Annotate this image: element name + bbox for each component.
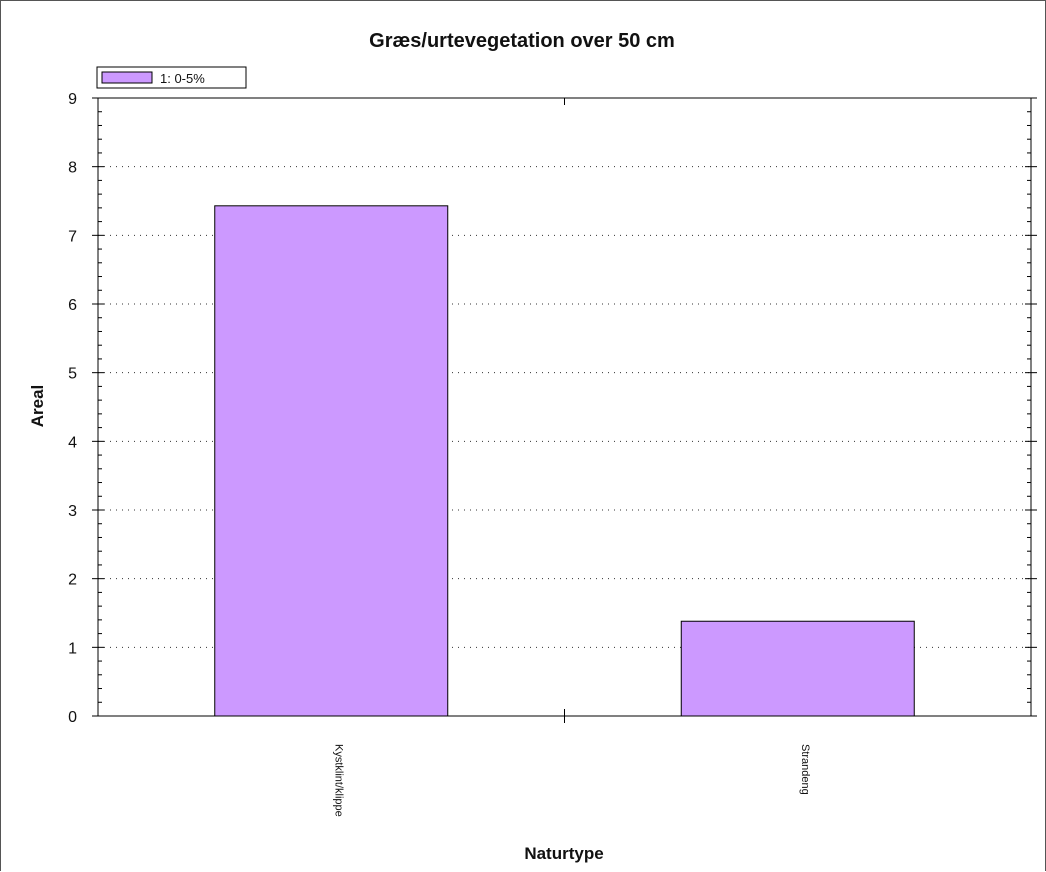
y-tick-label: 1	[68, 640, 77, 657]
axes	[92, 97, 1037, 723]
x-tick-labels: Kystklint/klippe Strandeng	[332, 744, 811, 817]
bars	[214, 205, 915, 717]
y-tick-label: 2	[68, 572, 77, 589]
y-tick-label: 7	[68, 228, 77, 245]
chart-title: Græs/urtevegetation over 50 cm	[369, 30, 675, 52]
bar	[214, 205, 449, 717]
legend-label: 1: 0-5%	[160, 71, 205, 86]
x-tick-label: Kystklint/klippe	[332, 744, 344, 817]
legend: 1: 0-5%	[96, 66, 247, 89]
y-tick-label: 9	[68, 91, 77, 108]
y-tick-label: 8	[68, 160, 77, 177]
y-axis-title: Areal	[28, 385, 47, 428]
legend-swatch	[101, 71, 153, 84]
x-tick-label: Strandeng	[799, 744, 811, 795]
y-tick-label: 4	[68, 434, 77, 451]
x-axis-title: Naturtype	[524, 844, 603, 863]
y-tick-label: 6	[68, 297, 77, 314]
y-tick-label: 5	[68, 366, 77, 383]
y-tick-label: 3	[68, 503, 77, 520]
y-tick-label: 0	[68, 709, 77, 726]
y-tick-labels: 0 1 2 3 4 5 6 7 8 9	[68, 91, 77, 726]
bar	[680, 620, 915, 717]
